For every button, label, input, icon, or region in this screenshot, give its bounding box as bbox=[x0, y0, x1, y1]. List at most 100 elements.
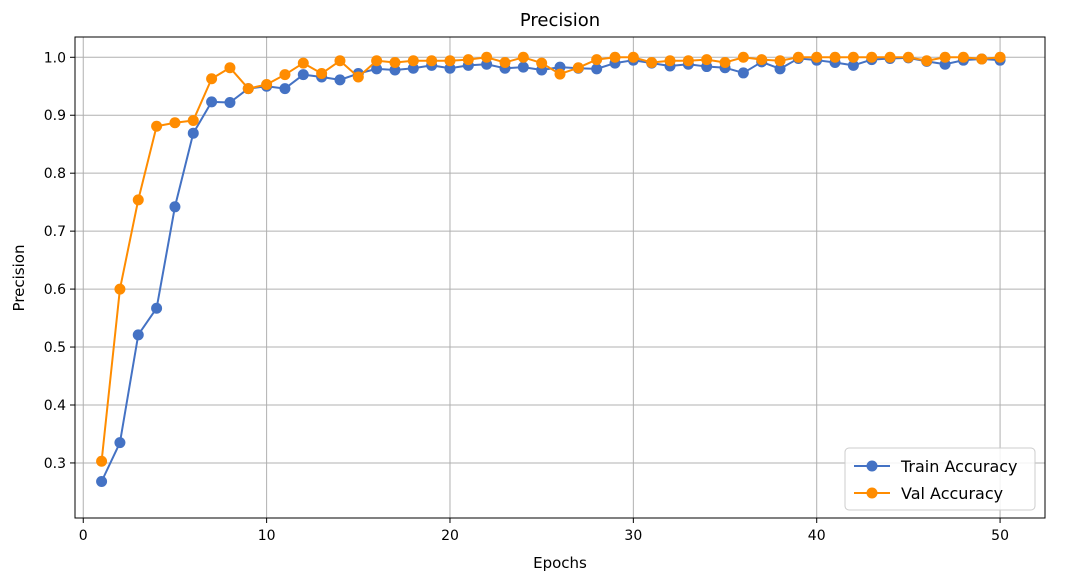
y-tick-label: 1.0 bbox=[44, 50, 66, 66]
data-point bbox=[646, 56, 658, 68]
chart-title: Precision bbox=[520, 10, 600, 31]
data-point bbox=[316, 68, 328, 80]
data-point bbox=[444, 62, 456, 74]
series-line bbox=[100, 56, 1001, 462]
legend: Train Accuracy Val Accuracy bbox=[844, 447, 1036, 511]
data-point bbox=[591, 54, 603, 66]
x-tick-label: 0 bbox=[79, 528, 88, 544]
data-point bbox=[206, 96, 218, 108]
data-point bbox=[939, 51, 951, 63]
data-point bbox=[352, 71, 364, 83]
y-tick-label: 0.7 bbox=[44, 224, 66, 240]
data-point bbox=[407, 62, 419, 74]
data-point bbox=[517, 51, 529, 63]
y-tick-label: 0.9 bbox=[44, 108, 66, 124]
data-point bbox=[536, 57, 548, 69]
y-tick-label: 0.6 bbox=[44, 282, 66, 298]
data-point bbox=[389, 64, 401, 76]
axis-ticks: 0 10 20 30 40 50 0.3 0.4 0.5 0.6 0.7 0.8 0.9 1.0 bbox=[44, 50, 1009, 544]
legend-box bbox=[844, 447, 1036, 511]
y-tick-label: 0.4 bbox=[44, 398, 66, 414]
data-point bbox=[976, 53, 988, 65]
data-point bbox=[719, 56, 731, 68]
data-point bbox=[389, 56, 401, 68]
data-point bbox=[572, 62, 584, 74]
data-point bbox=[169, 201, 181, 213]
data-point bbox=[407, 55, 419, 67]
data-point bbox=[609, 51, 621, 63]
data-point bbox=[884, 51, 896, 63]
data-point bbox=[756, 54, 768, 66]
data-point bbox=[847, 59, 859, 71]
data-point bbox=[847, 51, 859, 63]
x-tick-label: 20 bbox=[441, 528, 459, 544]
y-tick-label: 0.3 bbox=[44, 456, 66, 472]
legend-label: Val Accuracy bbox=[901, 484, 1003, 503]
data-point bbox=[811, 51, 823, 63]
series-train-accuracy bbox=[96, 52, 1006, 487]
y-tick-label: 0.5 bbox=[44, 340, 66, 356]
series-line bbox=[100, 56, 1001, 482]
data-point bbox=[169, 117, 181, 129]
data-point bbox=[187, 114, 199, 126]
data-point bbox=[829, 51, 841, 63]
data-point bbox=[774, 55, 786, 67]
plot-frame bbox=[74, 36, 1046, 519]
data-point bbox=[792, 51, 804, 63]
data-point bbox=[866, 51, 878, 63]
series-val-accuracy bbox=[96, 51, 1006, 467]
data-point bbox=[499, 56, 511, 68]
data-point bbox=[554, 68, 566, 80]
data-point bbox=[921, 55, 933, 67]
data-point bbox=[151, 120, 163, 132]
data-point bbox=[151, 302, 163, 314]
series-layer bbox=[96, 51, 1006, 487]
data-point bbox=[334, 55, 346, 67]
data-point bbox=[774, 63, 786, 75]
x-tick-label: 30 bbox=[624, 528, 642, 544]
data-point bbox=[737, 67, 749, 79]
data-point bbox=[902, 51, 914, 63]
data-point bbox=[517, 61, 529, 73]
data-point bbox=[957, 51, 969, 63]
data-point bbox=[279, 69, 291, 81]
data-point bbox=[132, 329, 144, 341]
x-tick-label: 10 bbox=[258, 528, 276, 544]
data-point bbox=[96, 455, 108, 467]
data-point bbox=[371, 63, 383, 75]
data-point bbox=[682, 55, 694, 67]
legend-marker bbox=[866, 460, 878, 472]
y-tick-label: 0.8 bbox=[44, 166, 66, 182]
y-axis-title: Precision bbox=[10, 245, 28, 312]
data-point bbox=[462, 54, 474, 66]
data-point bbox=[114, 437, 126, 449]
x-tick-label: 40 bbox=[808, 528, 826, 544]
data-point bbox=[224, 62, 236, 74]
data-point bbox=[206, 73, 218, 85]
data-point bbox=[279, 83, 291, 95]
data-point bbox=[334, 74, 346, 86]
legend-marker bbox=[866, 487, 878, 499]
data-point bbox=[261, 79, 273, 91]
data-point bbox=[297, 69, 309, 81]
data-point bbox=[426, 55, 438, 67]
grid bbox=[75, 37, 1045, 518]
data-point bbox=[132, 194, 144, 206]
legend-item: Train Accuracy bbox=[854, 457, 1018, 476]
data-point bbox=[591, 63, 603, 75]
data-point bbox=[627, 51, 639, 63]
data-point bbox=[444, 55, 456, 67]
data-point bbox=[664, 55, 676, 67]
data-point bbox=[371, 55, 383, 67]
data-point bbox=[187, 127, 199, 139]
data-point bbox=[242, 83, 254, 95]
data-point bbox=[224, 96, 236, 108]
data-point bbox=[994, 51, 1006, 63]
data-point bbox=[297, 57, 309, 69]
data-point bbox=[114, 283, 126, 295]
data-point bbox=[701, 54, 713, 66]
data-point bbox=[737, 51, 749, 63]
x-tick-label: 50 bbox=[991, 528, 1009, 544]
data-point bbox=[481, 51, 493, 63]
